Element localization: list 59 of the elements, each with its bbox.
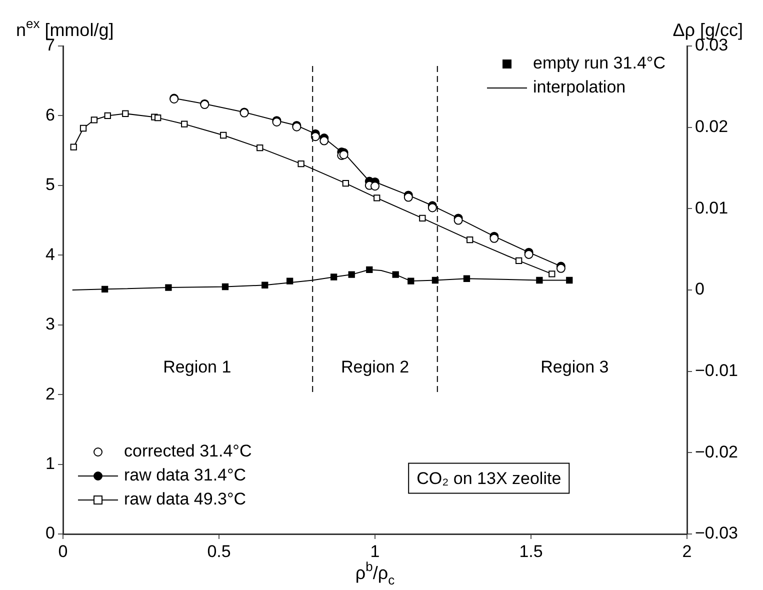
- point: [154, 114, 162, 122]
- point: [516, 257, 522, 264]
- x-tick-label: 2: [682, 542, 692, 561]
- point: [181, 120, 188, 128]
- y-tick-label: 5: [46, 175, 55, 194]
- point: [370, 182, 380, 191]
- y2-tick-label: 0.02: [695, 117, 728, 136]
- point: [256, 144, 264, 152]
- point: [122, 110, 129, 117]
- point: [298, 160, 304, 168]
- legend-label: raw data 49.3°C: [124, 490, 246, 509]
- legend-label: raw data 31.4°C: [124, 466, 246, 485]
- point: [165, 284, 172, 291]
- point: [408, 278, 414, 284]
- point: [348, 271, 355, 278]
- point: [342, 180, 349, 187]
- y-tick-label: 4: [46, 244, 55, 264]
- point: [566, 276, 573, 284]
- y-tick-label: 3: [46, 314, 55, 334]
- point: [90, 116, 98, 124]
- y-tick-label: 6: [46, 105, 55, 124]
- point: [220, 132, 227, 139]
- annotation: CO₂ on 13X zeolite: [416, 469, 562, 488]
- point: [466, 236, 474, 244]
- point: [80, 124, 87, 132]
- y-tick-label: 0: [46, 524, 55, 543]
- legend-label: empty run 31.4°C: [533, 54, 666, 73]
- x-tick-label: 0.5: [207, 542, 231, 561]
- point: [70, 144, 77, 150]
- annotation: Region 3: [540, 358, 609, 377]
- y2-tick-label: 0: [695, 280, 704, 299]
- x-tick-label: 1: [370, 542, 380, 561]
- point: [548, 270, 556, 278]
- annotation: Region 1: [163, 358, 232, 377]
- point: [366, 266, 373, 273]
- x-tick-label: 0: [58, 542, 68, 561]
- y2-tick-label: −0.02: [695, 442, 738, 462]
- y-tick-label: 2: [46, 384, 55, 404]
- point: [463, 275, 470, 282]
- annotation: Region 2: [340, 358, 410, 377]
- point: [320, 136, 329, 146]
- x-tick-label: 1.5: [519, 542, 543, 561]
- point: [104, 112, 111, 120]
- point: [310, 132, 320, 142]
- y2-tick-label: 0.01: [695, 198, 728, 218]
- point: [101, 286, 108, 293]
- y2-tick-label: −0.01: [695, 361, 738, 380]
- point: [536, 276, 543, 284]
- point: [392, 271, 399, 278]
- legend-label: interpolation: [533, 78, 626, 97]
- point: [262, 282, 268, 288]
- y-tick-label: 1: [46, 454, 55, 473]
- point: [330, 274, 338, 280]
- point: [419, 214, 426, 222]
- legend-label: corrected 31.4°C: [124, 442, 252, 461]
- point: [222, 283, 229, 290]
- y2-tick-label: −0.03: [695, 524, 738, 543]
- point: [374, 194, 380, 202]
- point: [286, 278, 294, 284]
